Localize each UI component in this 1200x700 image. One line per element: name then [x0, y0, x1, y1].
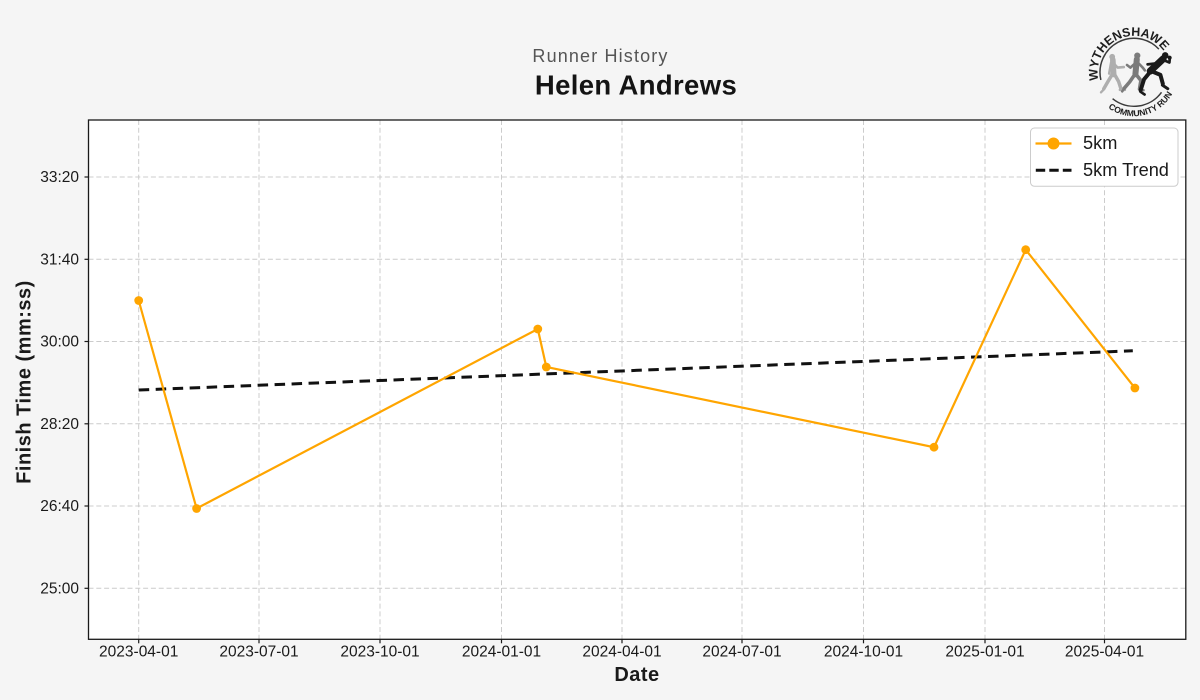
- svg-text:Date: Date: [614, 664, 659, 686]
- svg-text:Finish Time (mm:ss): Finish Time (mm:ss): [14, 280, 36, 484]
- svg-text:2024-01-01: 2024-01-01: [462, 644, 541, 661]
- svg-text:30:00: 30:00: [40, 334, 79, 351]
- svg-text:2024-04-01: 2024-04-01: [582, 644, 661, 661]
- svg-text:2025-04-01: 2025-04-01: [1065, 644, 1144, 661]
- svg-text:28:20: 28:20: [40, 416, 79, 433]
- svg-text:5km Trend: 5km Trend: [1083, 160, 1169, 180]
- svg-text:25:00: 25:00: [40, 580, 79, 597]
- svg-text:5km: 5km: [1083, 133, 1117, 153]
- svg-text:2024-07-01: 2024-07-01: [702, 644, 781, 661]
- svg-text:2025-01-01: 2025-01-01: [945, 644, 1024, 661]
- svg-text:2024-10-01: 2024-10-01: [824, 644, 903, 661]
- svg-text:31:40: 31:40: [40, 251, 79, 268]
- svg-text:Helen Andrews: Helen Andrews: [535, 70, 737, 101]
- svg-text:2023-07-01: 2023-07-01: [219, 644, 298, 661]
- svg-text:Runner History: Runner History: [532, 46, 668, 66]
- svg-text:2023-10-01: 2023-10-01: [340, 644, 419, 661]
- svg-text:2023-04-01: 2023-04-01: [99, 644, 178, 661]
- svg-text:26:40: 26:40: [40, 498, 79, 515]
- svg-text:33:20: 33:20: [40, 169, 79, 186]
